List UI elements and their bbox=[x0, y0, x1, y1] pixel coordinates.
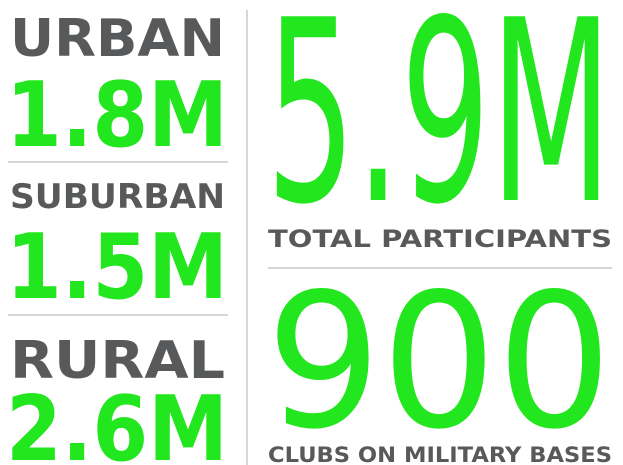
stat-value: 2.6M bbox=[6, 377, 228, 465]
stat-label: URBAN bbox=[10, 9, 225, 69]
total-value: 5.9M bbox=[266, 0, 612, 260]
total-label: TOTAL PARTICIPANTS bbox=[268, 225, 612, 253]
clubs-value: 900 bbox=[266, 253, 612, 465]
stat-value: 1.8M bbox=[6, 63, 228, 168]
stat-label: SUBURBAN bbox=[10, 177, 225, 217]
stat-label: RURAL bbox=[10, 331, 225, 391]
clubs-label: CLUBS ON MILITARY BASES bbox=[268, 443, 612, 465]
stat-value: 1.5M bbox=[6, 215, 228, 320]
